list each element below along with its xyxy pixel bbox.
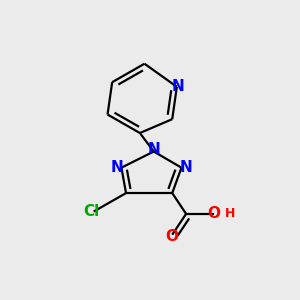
- Text: H: H: [225, 207, 235, 220]
- Text: N: N: [111, 160, 124, 175]
- Text: N: N: [172, 79, 184, 94]
- Text: O: O: [166, 230, 179, 244]
- Text: Cl: Cl: [84, 204, 100, 219]
- Text: N: N: [147, 142, 160, 157]
- Text: N: N: [179, 160, 192, 175]
- Text: O: O: [207, 206, 220, 221]
